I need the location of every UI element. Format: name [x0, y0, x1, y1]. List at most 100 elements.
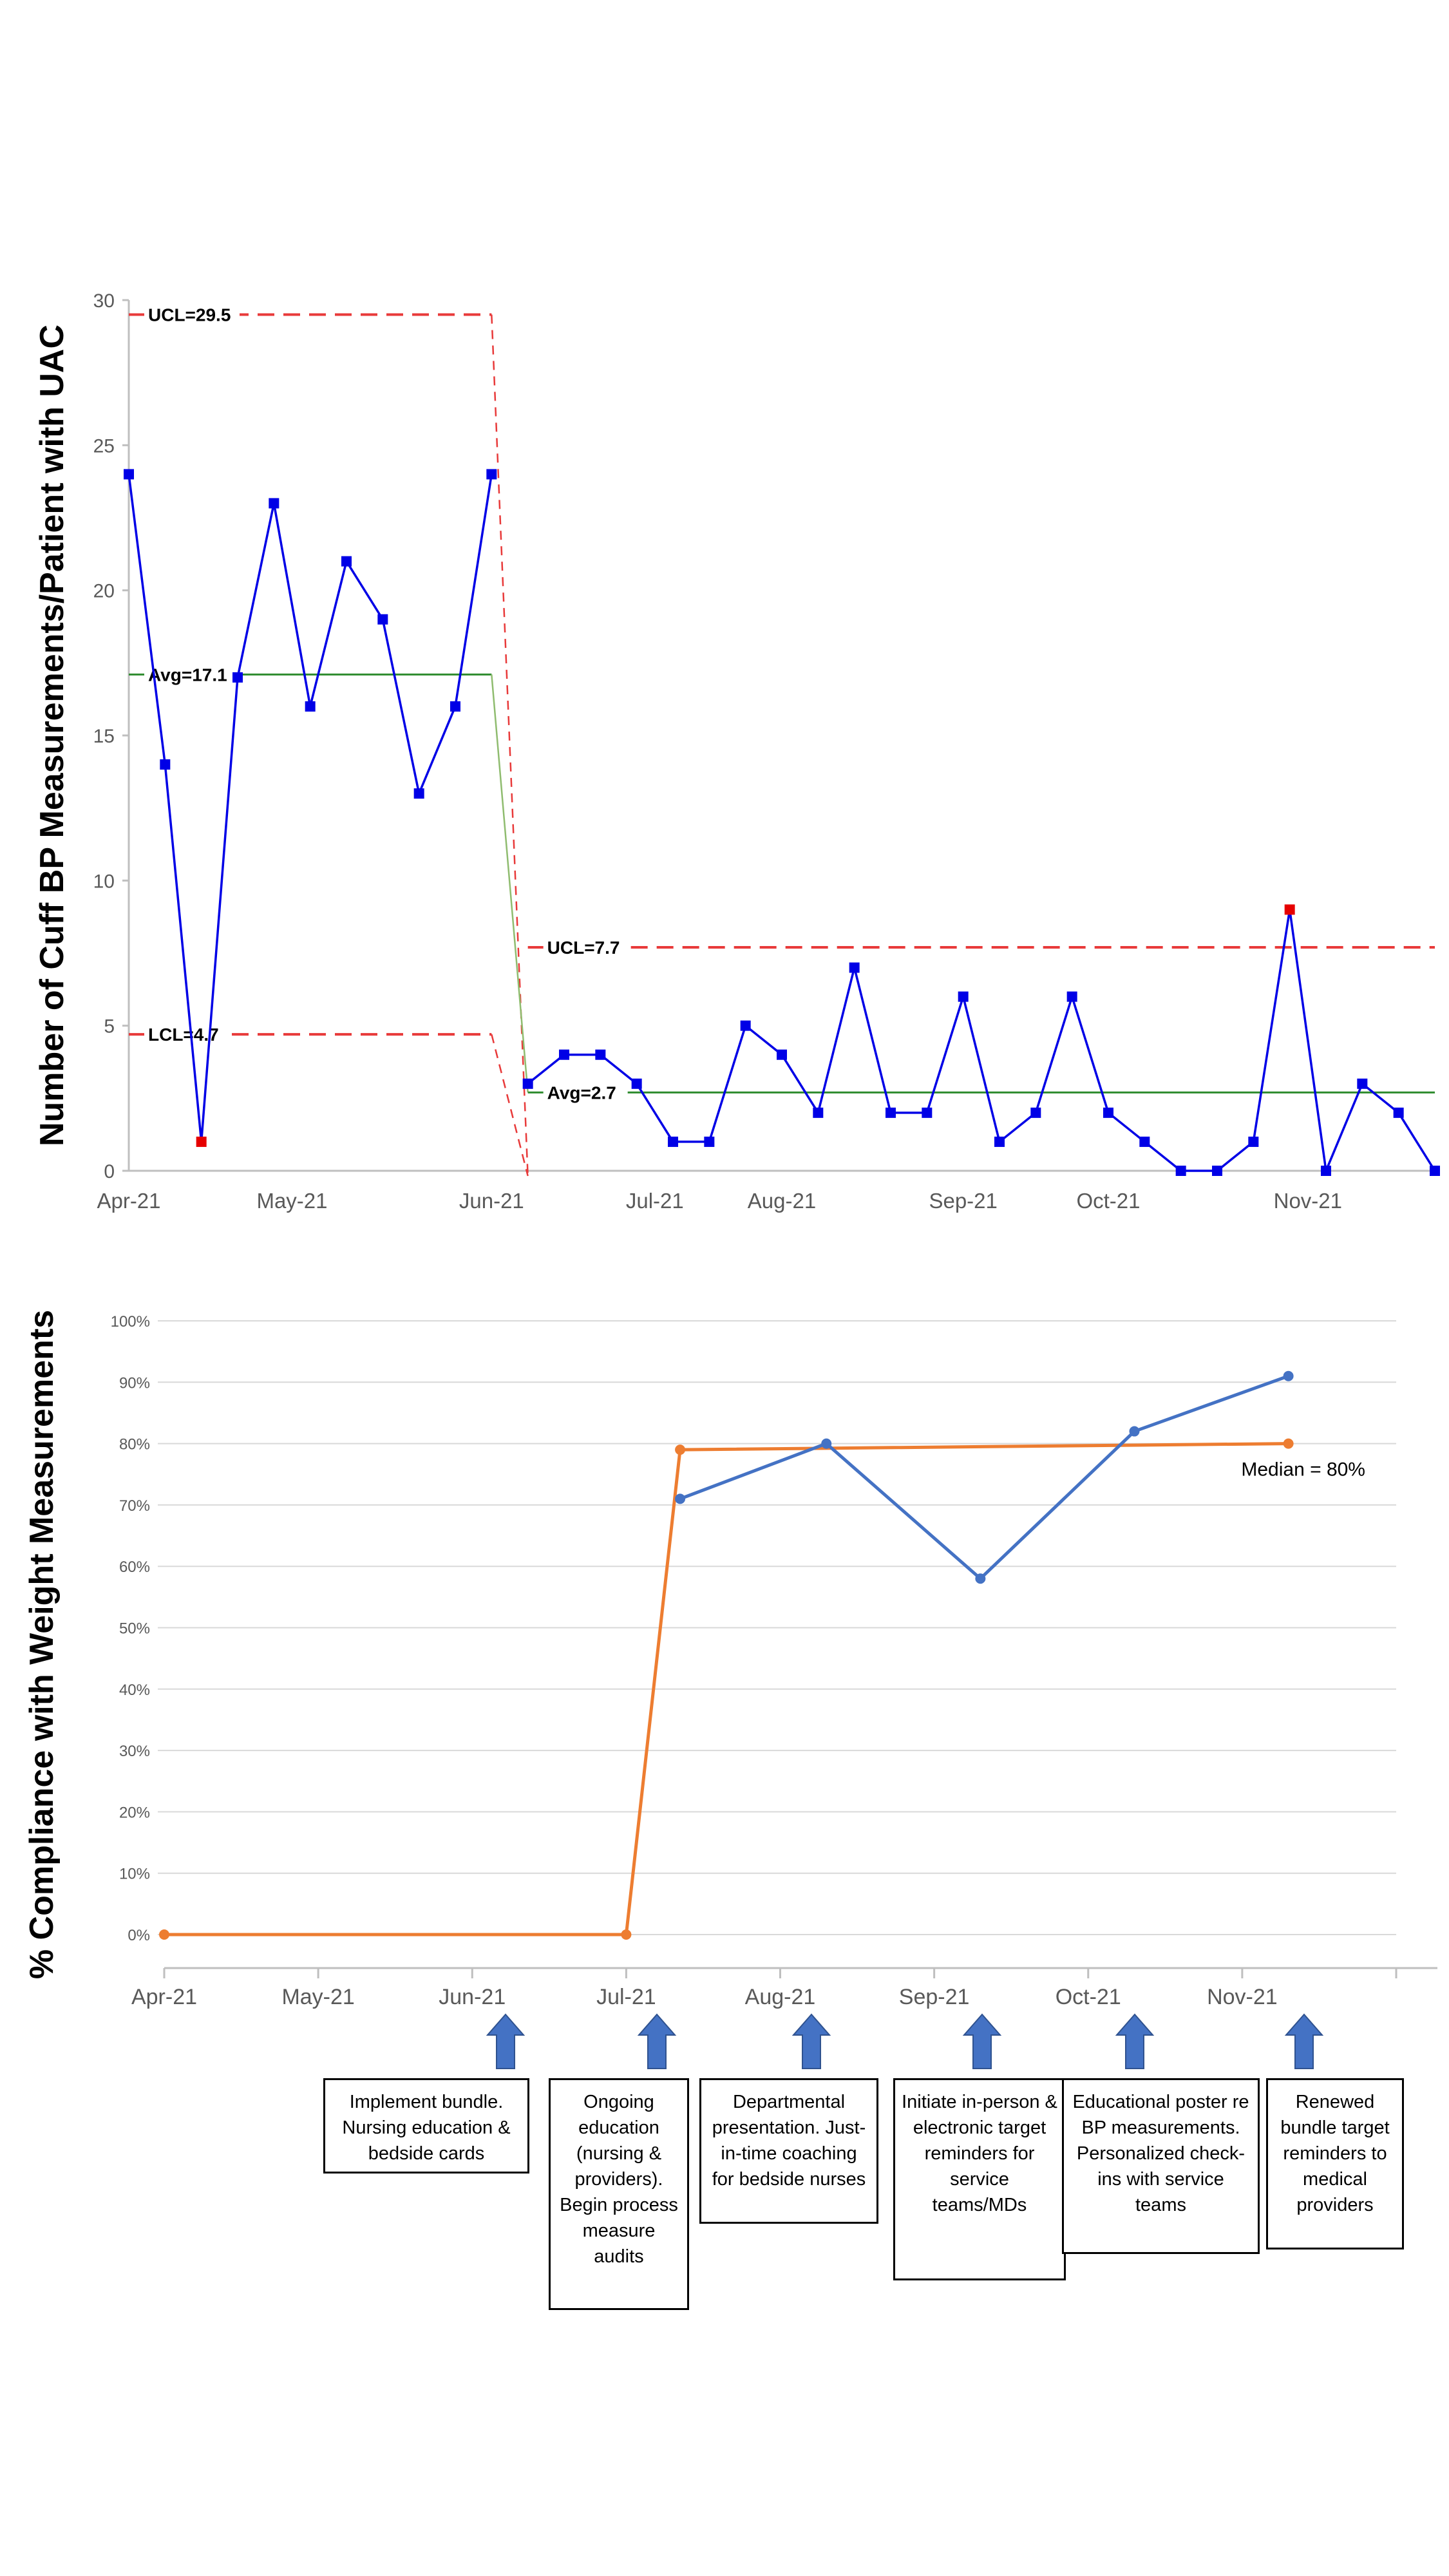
x-tick-label: Nov-21 [1274, 1189, 1342, 1213]
data-point [124, 469, 134, 480]
data-point [1357, 1078, 1368, 1089]
compliance-chart: 0% 10% 20% 30% 40% 50% 60% 70% 80% 90% 100% Apr-21 M… [23, 1310, 1437, 2069]
x-tick-label: Nov-21 [1207, 1985, 1278, 2009]
data-point [668, 1136, 678, 1147]
data-point [159, 1929, 169, 1940]
data-point [994, 1136, 1005, 1147]
data-point [704, 1136, 715, 1147]
intervention-note: Ongoing education (nursing & providers).… [549, 2078, 689, 2310]
x-tick-label: Aug-21 [748, 1189, 816, 1213]
x-tick-label: Oct-21 [1076, 1189, 1140, 1213]
ucl-label: UCL=29.5 [148, 305, 231, 325]
data-point [1103, 1107, 1113, 1118]
data-point [849, 962, 860, 973]
y-tick-label: 0 [104, 1161, 115, 1182]
data-point [1430, 1166, 1440, 1176]
data-point [160, 759, 171, 770]
data-point [631, 1078, 642, 1089]
data-point [813, 1107, 824, 1118]
data-point [232, 672, 243, 683]
series-line [679, 1374, 1289, 1581]
data-point [1212, 1166, 1222, 1176]
data-point [675, 1493, 686, 1504]
data-point [1248, 1136, 1259, 1147]
data-point [450, 701, 460, 712]
x-tick-label: Oct-21 [1056, 1985, 1121, 2009]
ucl-label: UCL=7.7 [547, 938, 620, 958]
y-axis-title: % Compliance with Weight Measurements [23, 1310, 61, 1979]
data-point [377, 614, 388, 625]
up-arrow-icon [1284, 2013, 1324, 2069]
x-tick-label: Jun-21 [459, 1189, 524, 1213]
ucl-transition [491, 314, 529, 1177]
data-point [413, 788, 424, 799]
avg-label-bg [144, 665, 240, 687]
y-tick-label: 20% [119, 1804, 150, 1821]
data-point [777, 1049, 787, 1060]
avg-label: Avg=17.1 [148, 665, 227, 685]
y-tick-label: 30 [93, 290, 115, 312]
special-cause-point [196, 1136, 207, 1147]
avg-label: Avg=2.7 [547, 1083, 616, 1103]
lcl-label: LCL=4.7 [148, 1025, 219, 1045]
spc-chart: 0 5 10 15 20 25 30 Apr-21 May-21 Jun-21 Jul-21 Aug-… [33, 290, 1440, 1213]
intervention-note: Renewed bundle target reminders to medic… [1266, 2078, 1404, 2249]
intervention-note: Educational poster re BP measurements. P… [1062, 2078, 1260, 2254]
y-tick-label: 30% [119, 1743, 150, 1760]
x-tick-label: Apr-21 [131, 1985, 197, 2009]
lcl-transition [491, 1034, 529, 1177]
x-tick-label: May-21 [256, 1189, 327, 1213]
data-point [740, 1020, 751, 1031]
data-point [305, 701, 316, 712]
data-point [958, 991, 969, 1002]
y-tick-label: 50% [119, 1620, 150, 1638]
data-point [922, 1107, 933, 1118]
data-point [975, 1573, 986, 1584]
up-arrow-icon [791, 2013, 831, 2069]
data-point [821, 1438, 832, 1449]
y-tick-label: 90% [119, 1374, 150, 1392]
y-tick-label: 25 [93, 435, 115, 457]
data-point [1283, 1438, 1294, 1449]
avg-label-bg [543, 1083, 628, 1104]
y-tick-label: 10% [119, 1866, 150, 1883]
y-tick-label: 15 [93, 726, 115, 747]
y-tick-label: 20 [93, 581, 115, 602]
data-point [1139, 1136, 1150, 1147]
data-point [269, 498, 279, 509]
y-tick-label: 5 [104, 1016, 115, 1037]
y-tick-label: 100% [111, 1313, 150, 1331]
data-point [1129, 1426, 1140, 1437]
x-tick-label: May-21 [281, 1985, 354, 2009]
intervention-note: Departmental presentation. Just-in-time … [699, 2078, 878, 2224]
avg-transition [491, 674, 529, 1093]
x-tick-label: Sep-21 [929, 1189, 997, 1213]
y-tick-label: 70% [119, 1497, 150, 1515]
up-arrow-icon [962, 2013, 1002, 2069]
data-point [341, 556, 352, 567]
up-arrow-icon [486, 2013, 526, 2069]
y-tick-label: 80% [119, 1436, 150, 1454]
x-tick-label: Jul-21 [626, 1189, 684, 1213]
ucl-label-bg [144, 305, 240, 327]
data-point [1030, 1107, 1041, 1118]
intervention-note: Implement bundle. Nursing education & be… [323, 2078, 529, 2174]
data-point [522, 1078, 533, 1089]
y-tick-label: 60% [119, 1558, 150, 1576]
lcl-label-bg [144, 1025, 229, 1046]
special-cause-point [1284, 904, 1295, 915]
data-point [1066, 991, 1077, 1002]
data-point [1283, 1370, 1294, 1381]
x-tick-label: Sep-21 [899, 1985, 970, 2009]
ucl-label-bg [543, 938, 628, 959]
data-point [1393, 1107, 1404, 1118]
data-point [559, 1049, 569, 1060]
y-tick-label: 10 [93, 871, 115, 892]
up-arrow-icon [637, 2013, 677, 2069]
y-tick-label: 0% [128, 1927, 150, 1944]
data-point [1175, 1166, 1186, 1176]
data-point [486, 469, 497, 480]
y-tick-label: 40% [119, 1681, 150, 1699]
x-tick-label: Jul-21 [596, 1985, 656, 2009]
